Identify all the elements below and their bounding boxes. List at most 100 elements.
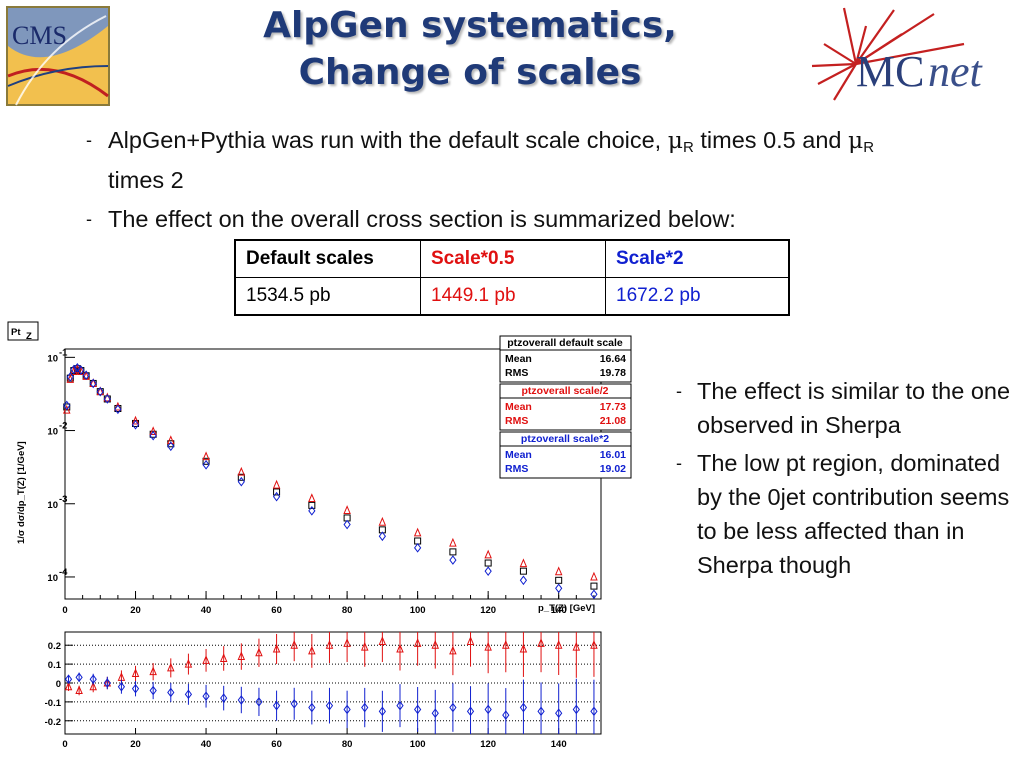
data-point xyxy=(73,362,81,373)
data-point xyxy=(237,695,245,705)
data-point xyxy=(431,708,439,719)
stat-mean-label: Mean xyxy=(505,353,532,365)
bullet-dash: - xyxy=(676,453,682,473)
mu-symbol: μ xyxy=(667,126,684,154)
header-default-scales: Default scales xyxy=(234,239,421,278)
data-point xyxy=(103,394,111,404)
title-line-2: Change of scales xyxy=(298,52,642,93)
data-point xyxy=(167,435,175,445)
bullet-low-pt: - The low pt region, dominated by the 0j… xyxy=(676,446,1016,582)
x-tick-label: 120 xyxy=(480,739,496,750)
y-axis-label: 1/σ dσ/dp_T(Z) [1/GeV] xyxy=(16,441,27,544)
y-tick-label: -0.2 xyxy=(45,717,61,728)
stat-rms-label: RMS xyxy=(505,367,528,379)
data-point xyxy=(378,636,387,645)
stat-box-title: ptzoverall default scale xyxy=(507,337,623,349)
y-tick-label: 0 xyxy=(56,679,61,690)
header-scale-double: Scale*2 xyxy=(605,239,790,278)
data-point xyxy=(343,704,351,715)
bullet-similar-effect: - The effect is similar to the one obser… xyxy=(676,374,1016,442)
data-point xyxy=(202,691,210,702)
mcnet-logo-mc: MC xyxy=(856,47,924,96)
data-point xyxy=(413,638,422,647)
y-tick-exponent: -4 xyxy=(59,567,68,578)
data-point xyxy=(378,531,386,542)
data-point xyxy=(590,582,598,590)
histogram-label-subscript: Z xyxy=(26,331,32,342)
value-default-scales: 1534.5 pb xyxy=(234,277,421,316)
stat-mean-value: 17.73 xyxy=(600,401,626,413)
stat-mean-value: 16.01 xyxy=(600,449,626,461)
x-axis-label: p_T(Z) [GeV] xyxy=(538,603,595,614)
data-point xyxy=(325,700,334,711)
data-point xyxy=(449,555,457,565)
histogram-label-box xyxy=(7,321,39,341)
bullet-text: times 2 xyxy=(108,167,184,193)
data-point xyxy=(96,386,105,396)
data-point xyxy=(590,589,598,600)
data-point xyxy=(396,643,404,653)
stat-mean-label: Mean xyxy=(505,401,532,413)
bullet-text: The effect is similar to the one observe… xyxy=(697,378,1011,438)
stat-box-title: ptzoverall scale*2 xyxy=(521,433,609,445)
x-tick-label: 140 xyxy=(551,739,567,750)
data-point xyxy=(466,706,475,717)
y-tick-exponent: -1 xyxy=(59,347,68,358)
data-point xyxy=(361,702,369,713)
x-tick-label: 120 xyxy=(480,605,496,616)
data-point xyxy=(396,700,404,711)
data-point xyxy=(378,706,386,717)
data-point xyxy=(537,706,545,717)
series-diamond xyxy=(64,672,598,734)
data-point xyxy=(484,641,492,651)
data-point xyxy=(308,702,316,713)
x-tick-label: 20 xyxy=(130,739,141,750)
data-point xyxy=(590,571,598,581)
cross-section-table: Default scales Scale*0.5 Scale*2 1534.5 … xyxy=(234,239,790,316)
series-triangle xyxy=(64,632,598,696)
slide-title: AlpGen systematics, Change of scales xyxy=(140,2,800,96)
data-point xyxy=(272,491,281,502)
x-tick-label: 40 xyxy=(201,739,212,750)
data-point xyxy=(484,549,492,559)
stat-box-scale-half: ptzoverall scale/2 Mean 17.73 RMS 21.08 xyxy=(499,383,632,431)
bullet-dash: - xyxy=(86,130,92,150)
stat-box-default: ptzoverall default scale Mean 16.64 RMS … xyxy=(499,335,632,383)
x-tick-label: 20 xyxy=(130,605,141,616)
data-point xyxy=(484,704,492,715)
data-point xyxy=(360,641,369,651)
data-point xyxy=(184,658,193,668)
x-tick-label: 100 xyxy=(410,605,426,616)
value-scale-half: 1449.1 pb xyxy=(420,277,606,316)
data-point xyxy=(237,473,245,481)
data-point xyxy=(272,700,281,711)
data-point xyxy=(167,662,175,672)
data-point xyxy=(537,638,545,647)
data-point xyxy=(431,639,440,649)
data-point xyxy=(167,687,175,698)
stat-box-title: ptzoverall scale/2 xyxy=(522,385,609,397)
data-point xyxy=(149,426,157,436)
data-point xyxy=(572,641,581,651)
data-point xyxy=(414,704,422,715)
data-point xyxy=(202,457,210,465)
data-point xyxy=(64,681,73,691)
data-point xyxy=(131,683,140,694)
mcnet-logo-net: net xyxy=(928,47,984,96)
data-point xyxy=(519,643,528,653)
data-point xyxy=(590,706,598,717)
data-point xyxy=(413,527,422,537)
mu-subscript: R xyxy=(863,139,875,156)
y-tick-label: 10 xyxy=(47,353,58,364)
data-point xyxy=(70,364,78,375)
title-line-1: AlpGen systematics, xyxy=(263,5,677,46)
data-point xyxy=(167,441,175,452)
bullet-dash: - xyxy=(676,381,682,401)
data-point xyxy=(414,542,422,553)
data-point xyxy=(449,537,457,547)
data-point xyxy=(308,501,316,509)
data-point xyxy=(117,681,126,692)
y-tick-label: 10 xyxy=(47,500,58,511)
data-point xyxy=(103,678,111,688)
data-point xyxy=(131,419,140,430)
